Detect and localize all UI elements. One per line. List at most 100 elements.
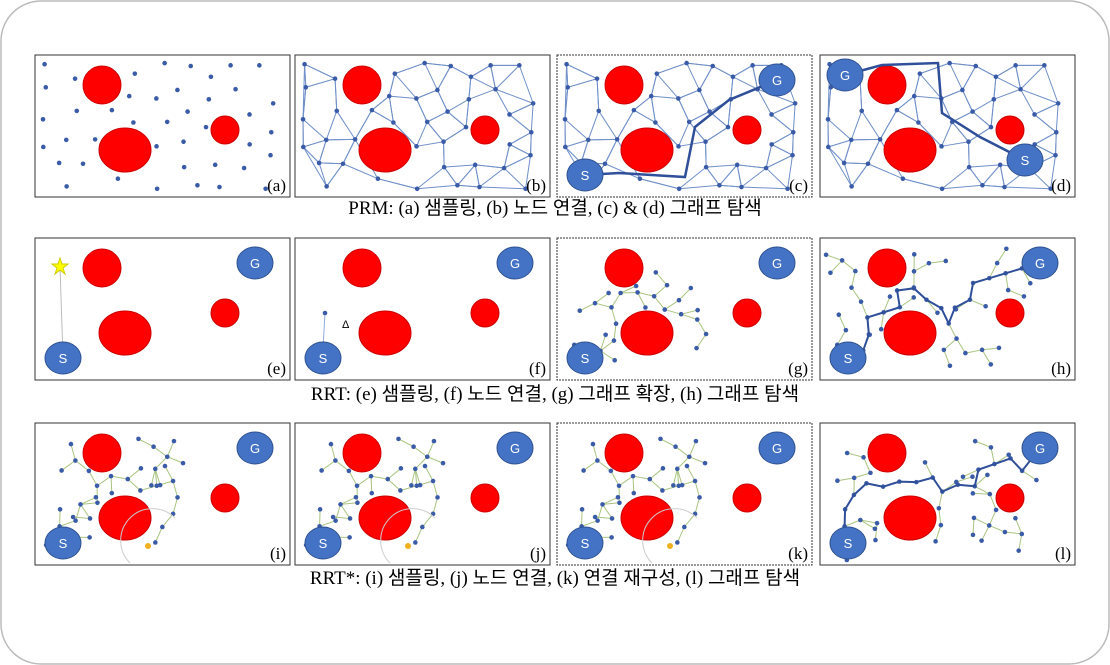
node [739,184,744,190]
edge [632,475,650,480]
edge [694,480,701,498]
node [43,85,49,90]
panel: S G (c) [556,54,813,198]
edge [302,118,327,141]
node [694,345,699,351]
goal-node [826,58,864,92]
edge [843,162,853,187]
edge [736,164,742,188]
edge [653,284,668,297]
obstacle [732,298,762,328]
edge [883,296,891,313]
edge [1021,470,1037,481]
edge [678,89,700,99]
edge [1034,114,1057,133]
node [1053,129,1059,135]
node [615,494,621,500]
node [517,63,522,68]
edge [326,138,356,141]
edge [470,64,491,78]
node [943,258,949,264]
edge [705,166,720,186]
node [241,165,247,171]
node [939,186,945,192]
node [564,61,569,67]
node [983,304,988,309]
edge [164,465,174,482]
node [692,478,698,484]
node [41,144,46,150]
edge [771,131,794,145]
edge [686,62,713,67]
edge [854,472,871,479]
edge [371,95,390,111]
node [954,336,959,341]
edge [1005,273,1009,291]
edge [154,468,161,486]
node [594,76,600,81]
node [839,258,845,263]
edge [490,65,497,90]
node [95,500,100,506]
edge [1034,143,1056,156]
edge [80,496,97,505]
node [87,516,93,521]
node [686,119,692,125]
edge [370,475,388,480]
start-node [304,526,342,560]
obstacle [620,310,674,356]
panel: S G (i) [34,422,291,566]
node [675,540,680,545]
edge [943,349,951,366]
edge [594,292,609,304]
goal-node [1021,246,1059,280]
obstacle [82,248,122,288]
edge [688,111,710,123]
panel-label: (g) [788,359,808,378]
edge [961,89,974,112]
edge [993,88,1021,100]
edge [564,118,589,141]
edge [1015,65,1022,90]
edge [587,110,600,141]
edge [851,287,862,302]
start-node [829,526,867,560]
obstacle [867,433,907,473]
node [528,129,534,135]
node [317,507,323,512]
node [154,144,159,149]
edge [771,143,793,156]
edge [302,146,328,187]
node [647,476,653,482]
panel-label: (j) [530,544,546,563]
node [80,161,86,167]
node [697,495,702,500]
edge [962,469,979,478]
edge [334,78,338,111]
edge [370,476,373,494]
edge [342,139,356,164]
edge [792,103,796,133]
edge [918,122,942,147]
edge [981,525,990,541]
edge [80,502,98,505]
panel: S G (g) [556,237,813,381]
edge [732,76,758,90]
node [333,518,338,523]
node [125,476,131,482]
panel-frame [34,54,291,198]
node [873,537,878,543]
edge [304,63,336,80]
panel-label: (d) [1051,176,1071,195]
start-label: S [581,536,590,551]
node [391,120,396,125]
caption: PRM: (a) 샘플링, (b) 노드 연결, (c) & (d) 그래프 탐… [348,197,761,219]
node [257,63,262,68]
node [667,543,673,549]
node [268,152,273,158]
panel-label: (k) [788,544,808,563]
panel-label: (a) [267,176,286,195]
node [987,491,993,497]
edge [340,504,351,519]
